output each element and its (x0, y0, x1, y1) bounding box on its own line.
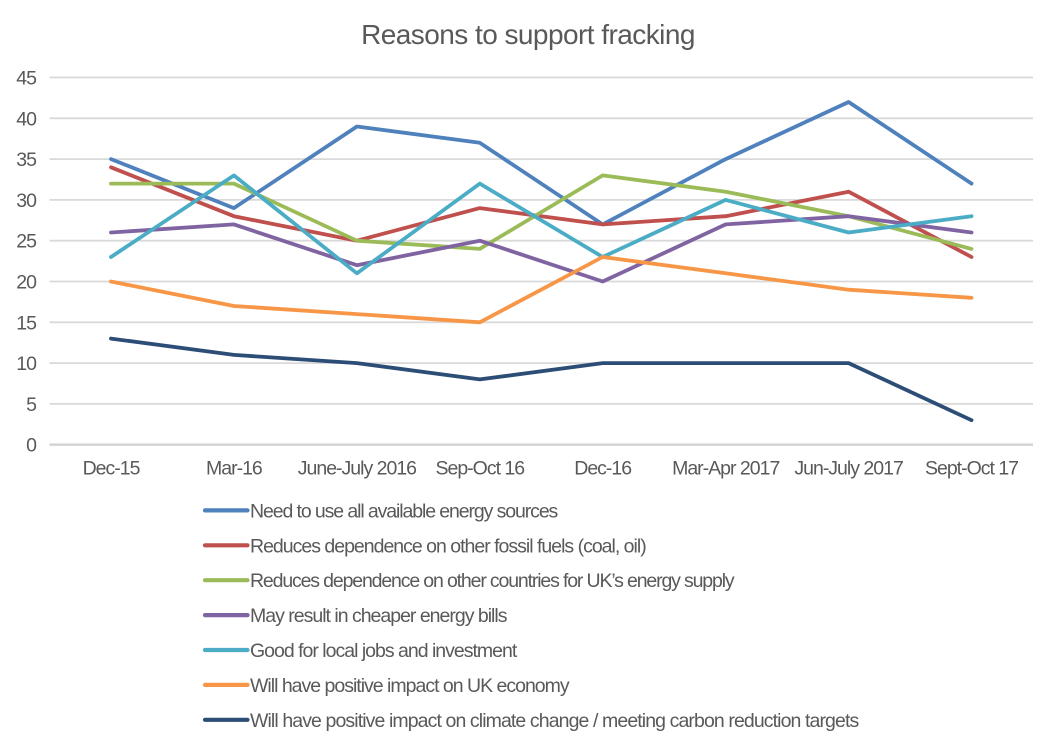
svg-text:Mar-Apr 2017: Mar-Apr 2017 (672, 458, 779, 480)
svg-text:0: 0 (26, 435, 37, 457)
svg-text:Will have positive impact on U: Will have positive impact on UK economy (250, 675, 570, 697)
svg-text:45: 45 (16, 68, 37, 90)
svg-text:Sep-Oct 16: Sep-Oct 16 (435, 458, 524, 480)
svg-text:30: 30 (16, 190, 37, 212)
svg-text:Will have positive impact on c: Will have positive impact on climate cha… (250, 710, 859, 732)
svg-text:35: 35 (16, 149, 37, 171)
svg-text:25: 25 (16, 231, 37, 253)
svg-text:Mar-16: Mar-16 (206, 458, 262, 480)
svg-text:June-July 2016: June-July 2016 (298, 458, 416, 480)
svg-text:40: 40 (16, 108, 37, 130)
svg-text:20: 20 (16, 272, 37, 294)
svg-text:15: 15 (16, 312, 37, 334)
svg-text:Dec-15: Dec-15 (83, 458, 141, 480)
svg-text:Reduces dependence on other fo: Reduces dependence on other fossil fuels… (250, 535, 646, 557)
svg-text:5: 5 (26, 394, 37, 416)
svg-text:Good for local jobs and invest: Good for local jobs and investment (250, 640, 518, 662)
svg-text:May result in cheaper energy b: May result in cheaper energy bills (250, 605, 508, 627)
svg-text:Reasons to support fracking: Reasons to support fracking (361, 19, 695, 50)
svg-text:Reduces dependence on other co: Reduces dependence on other countries fo… (250, 570, 735, 592)
svg-text:Dec-16: Dec-16 (574, 458, 631, 480)
svg-text:10: 10 (16, 353, 37, 375)
svg-text:Sept-Oct 17: Sept-Oct 17 (925, 458, 1018, 480)
svg-text:Jun-July 2017: Jun-July 2017 (794, 458, 903, 480)
svg-text:Need to use all available ener: Need to use all available energy sources (250, 500, 559, 522)
